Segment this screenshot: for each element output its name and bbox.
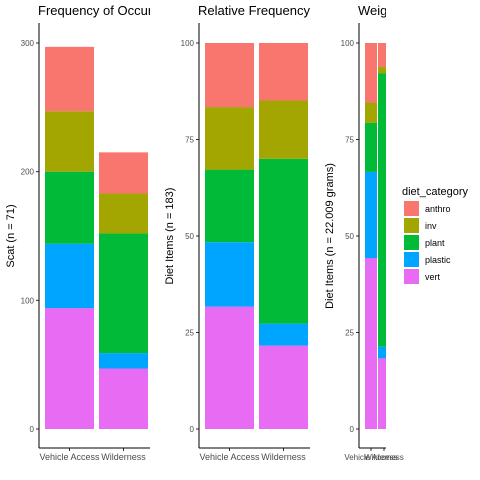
y-tick-label: 25 (345, 329, 354, 338)
legend-label-vert: vert (425, 272, 441, 282)
y-tick-label: 0 (30, 425, 35, 434)
bar-plastic-vehicle-access (205, 242, 254, 307)
bar-anthro-vehicle-access (365, 43, 377, 103)
y-axis-label: Scat (n = 71) (5, 204, 17, 267)
y-tick-label: 75 (345, 136, 354, 145)
legend-swatch-vert (404, 269, 419, 284)
y-tick-label: 50 (185, 232, 194, 241)
x-tick-label: Wilderness (261, 452, 306, 462)
y-tick-label: 200 (21, 168, 35, 177)
chart-title: Weight (%) (358, 3, 422, 18)
bar-inv-wilderness (378, 66, 386, 74)
bar-plastic-wilderness (378, 346, 386, 359)
chart-panel-1: Frequency of Occurre Scat (n = 71) Vehicle… (5, 3, 164, 462)
bar-vert-wilderness (378, 358, 386, 429)
bar-vert-vehicle-access (45, 308, 94, 429)
y-tick-label: 75 (185, 136, 194, 145)
legend-title: diet_category (402, 186, 469, 198)
bar-plant-wilderness (378, 73, 386, 347)
y-tick-label: 0 (350, 425, 355, 434)
legend-swatch-anthro (404, 201, 419, 216)
x-tick-label: Vehicle Access (199, 452, 260, 462)
chart-title: Frequency of Occurre (38, 3, 164, 18)
chart-title: Relative Frequency o (198, 3, 321, 18)
bar-plant-vehicle-access (205, 169, 254, 243)
bar-anthro-vehicle-access (205, 43, 254, 108)
bar-vert-wilderness (99, 368, 148, 429)
bar-plant-vehicle-access (365, 122, 377, 172)
panel-content: Relative Frequency o (198, 3, 321, 429)
x-tick-label: Wilderness (364, 453, 404, 462)
y-axis-label: Diet Items (n = 22.009 grams) (324, 163, 336, 309)
legend-swatch-inv (404, 218, 419, 233)
chart-panel-3: Weight (%) Diet Items (n = 22.009 grams) V… (324, 3, 422, 462)
y-axis-label: Diet Items (n = 183) (164, 188, 176, 285)
bar-plastic-wilderness (259, 323, 308, 346)
bar-inv-vehicle-access (365, 102, 377, 123)
bar-vert-wilderness (259, 345, 308, 429)
bar-anthro-vehicle-access (45, 46, 94, 112)
bar-inv-vehicle-access (45, 111, 94, 172)
bar-plant-wilderness (259, 158, 308, 324)
y-tick-label: 100 (21, 296, 35, 305)
x-tick-label: Wilderness (101, 452, 146, 462)
y-tick-label: 100 (341, 39, 355, 48)
legend-swatch-plant (404, 235, 419, 250)
y-tick-label: 25 (185, 329, 194, 338)
legend-label-anthro: anthro (425, 204, 451, 214)
bar-inv-wilderness (99, 193, 148, 234)
bar-anthro-wilderness (99, 152, 148, 194)
bar-anthro-wilderness (378, 43, 386, 67)
y-tick-label: 300 (21, 39, 35, 48)
bar-plant-wilderness (99, 233, 148, 354)
legend-label-plant: plant (425, 238, 445, 248)
panel-content: Weight (%) (358, 3, 422, 429)
bar-plant-vehicle-access (45, 171, 94, 244)
legend-swatch-plastic (404, 252, 419, 267)
panel-content: Frequency of Occurre (38, 3, 164, 429)
y-tick-label: 0 (190, 425, 195, 434)
legend-label-plastic: plastic (425, 255, 451, 265)
y-tick-label: 50 (345, 232, 354, 241)
bar-plastic-vehicle-access (365, 171, 377, 259)
chart-panel-2: Relative Frequency o Diet Items (n = 183)… (164, 3, 321, 462)
bar-plastic-wilderness (99, 353, 148, 369)
x-tick-label: Vehicle Access (39, 452, 100, 462)
bar-vert-vehicle-access (205, 306, 254, 429)
legend-label-inv: inv (425, 221, 437, 231)
bar-vert-vehicle-access (365, 258, 377, 429)
bar-anthro-wilderness (259, 43, 308, 101)
y-tick-label: 100 (181, 39, 195, 48)
bar-plastic-vehicle-access (45, 243, 94, 309)
x-tick-label: Vehicle Access (344, 453, 397, 462)
bar-inv-wilderness (259, 100, 308, 159)
bar-inv-vehicle-access (205, 107, 254, 170)
